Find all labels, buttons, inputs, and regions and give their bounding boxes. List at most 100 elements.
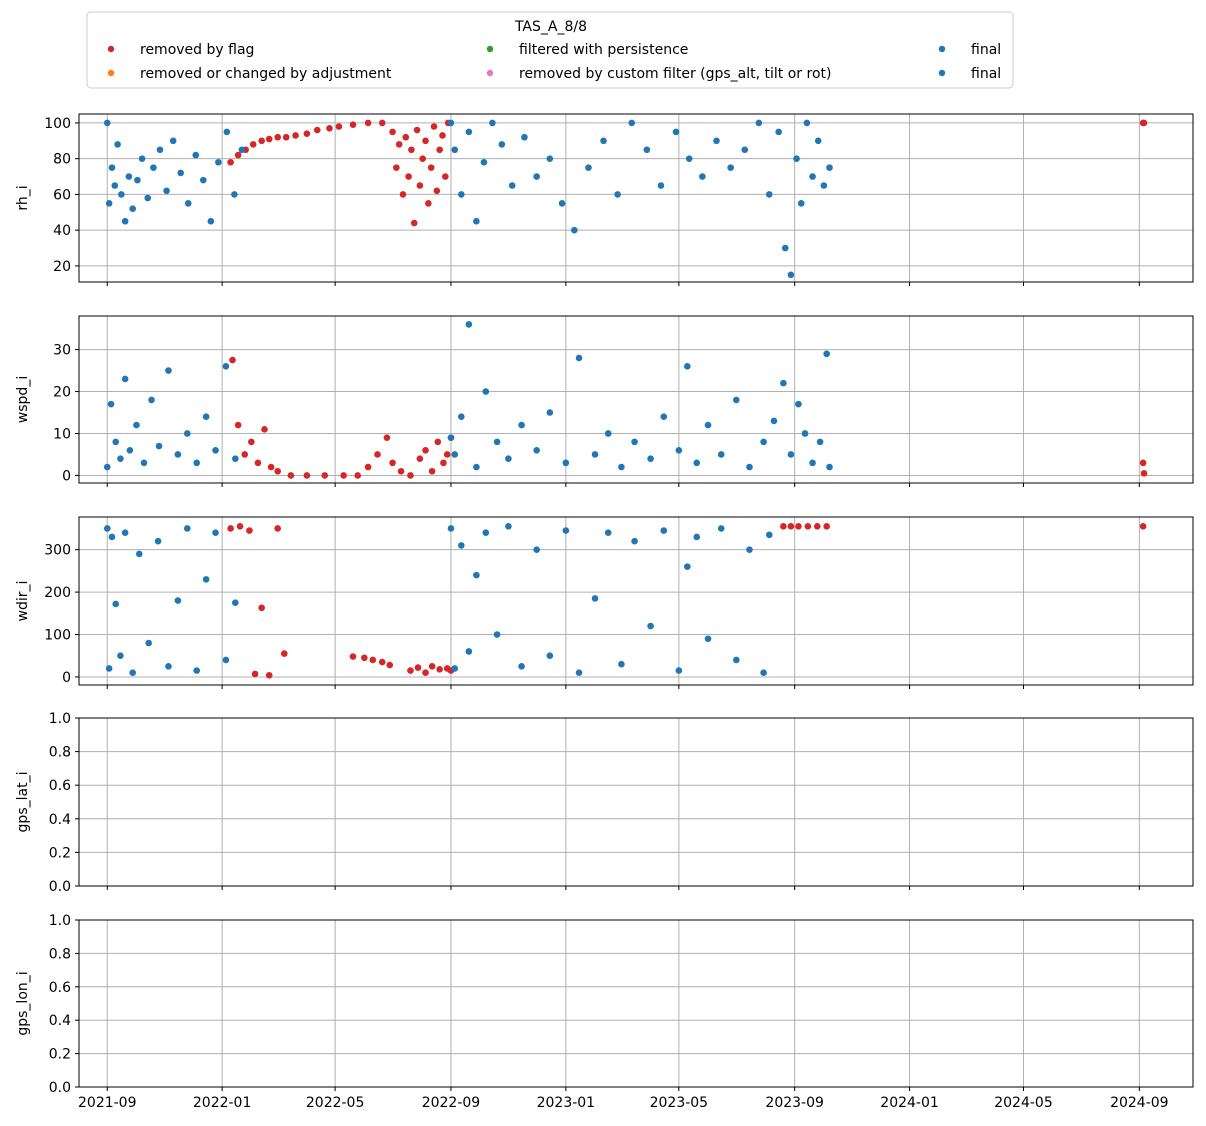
x-tick-label: 2021-09 — [78, 1095, 137, 1111]
data-point-removed-by-flag — [413, 126, 421, 134]
data-point-final — [222, 363, 230, 370]
data-point-removed-by-flag — [227, 158, 234, 166]
legend-label: final — [971, 66, 1001, 82]
data-point-final — [222, 656, 230, 664]
data-point-removed-by-flag — [1139, 523, 1147, 530]
y-tick-label: 0.8 — [49, 745, 71, 761]
data-point-final — [231, 191, 238, 198]
legend-label: removed by custom filter (gps_alt, tilt … — [519, 66, 831, 82]
data-point-removed-by-flag — [258, 604, 265, 612]
legend-marker-filtered-persistence — [486, 45, 494, 53]
data-point-final — [105, 200, 113, 207]
x-tick-label: 2024-05 — [994, 1095, 1053, 1111]
data-point-final — [140, 459, 148, 467]
y-axis-label: rh_i — [15, 185, 31, 210]
data-point-removed-by-flag — [229, 356, 236, 364]
axes-frame — [78, 919, 1194, 1088]
data-point-final — [672, 128, 680, 136]
data-point-removed-by-flag — [236, 523, 244, 530]
data-point-removed-by-flag — [349, 653, 357, 660]
data-point-final — [699, 173, 706, 180]
data-point-final — [498, 141, 506, 148]
data-point-final — [704, 635, 712, 643]
data-point-final — [473, 463, 480, 471]
data-point-removed-by-flag — [425, 200, 432, 207]
data-point-removed-by-flag — [234, 151, 242, 159]
legend-entry: removed by flag — [107, 42, 254, 58]
data-point-final — [184, 200, 192, 207]
data-point-final — [482, 529, 490, 536]
data-point-final — [585, 164, 592, 171]
legend-label: removed by flag — [140, 42, 254, 58]
data-point-final — [105, 665, 113, 672]
data-point-removed-by-flag — [227, 525, 234, 532]
data-point-final — [200, 176, 207, 184]
data-point-removed-by-flag — [405, 173, 412, 180]
data-point-final — [604, 430, 612, 437]
data-point-removed-by-flag — [274, 133, 281, 141]
data-point-final — [134, 176, 141, 184]
data-point-final — [193, 667, 201, 674]
data-point-removed-by-flag — [267, 463, 275, 471]
data-point-final — [103, 119, 111, 127]
data-point-final — [107, 400, 115, 408]
x-tick-label: 2022-05 — [306, 1095, 365, 1111]
data-point-final — [505, 523, 512, 530]
legend-label: final — [971, 42, 1001, 58]
data-point-final — [675, 667, 683, 674]
data-point-final — [108, 533, 116, 541]
data-point-removed-by-flag — [246, 527, 253, 534]
data-point-removed-by-flag — [303, 472, 311, 479]
y-tick-label: 80 — [53, 152, 71, 168]
y-tick-label: 0.2 — [49, 1047, 71, 1063]
data-point-removed-by-flag — [430, 123, 438, 130]
data-point-final — [177, 169, 185, 177]
data-point-removed-by-flag — [389, 459, 396, 467]
y-tick-label: 0.4 — [49, 1013, 71, 1029]
data-point-final — [465, 128, 473, 136]
data-point-removed-by-flag — [287, 472, 295, 479]
data-point-final — [684, 363, 691, 370]
data-point-removed-by-flag — [395, 141, 403, 148]
data-point-final — [482, 388, 490, 395]
data-point-final — [562, 459, 570, 467]
data-point-final — [518, 663, 525, 670]
data-point-final — [647, 455, 654, 462]
data-point-final — [546, 652, 554, 660]
data-point-final — [809, 173, 816, 180]
data-point-final — [465, 648, 473, 655]
data-point-removed-by-flag — [265, 671, 273, 679]
legend-entry: removed or changed by adjustment — [107, 66, 392, 82]
legend-label: filtered with persistence — [519, 42, 688, 58]
data-point-final — [165, 663, 172, 670]
data-point-removed-by-flag — [369, 656, 377, 664]
data-point-final — [238, 146, 246, 154]
data-point-final — [816, 438, 824, 446]
data-point-removed-by-flag — [428, 467, 436, 475]
data-point-final — [121, 529, 129, 536]
data-point-final — [518, 421, 525, 429]
data-point-removed-by-flag — [258, 137, 265, 145]
y-tick-label: 300 — [44, 543, 71, 559]
y-tick-label: 30 — [53, 343, 71, 359]
y-tick-label: 100 — [44, 628, 71, 644]
data-point-final — [202, 413, 210, 421]
x-tick-label: 2023-01 — [537, 1095, 596, 1111]
data-point-removed-by-flag — [389, 128, 396, 136]
data-point-final — [693, 533, 701, 541]
data-point-final — [746, 546, 753, 553]
data-point-final — [126, 446, 134, 454]
data-point-final — [546, 155, 554, 162]
data-point-final — [647, 622, 654, 630]
data-point-final — [125, 173, 133, 180]
data-point-removed-by-flag — [393, 164, 400, 171]
data-point-final — [493, 631, 501, 638]
data-point-final — [760, 438, 767, 446]
data-point-final — [447, 434, 455, 441]
data-point-removed-by-flag — [436, 666, 443, 673]
data-point-removed-by-flag — [428, 663, 436, 670]
data-point-removed-by-flag — [813, 523, 821, 530]
x-tick-label: 2023-05 — [650, 1095, 709, 1111]
data-point-final — [775, 128, 782, 136]
data-point-final — [174, 597, 182, 604]
